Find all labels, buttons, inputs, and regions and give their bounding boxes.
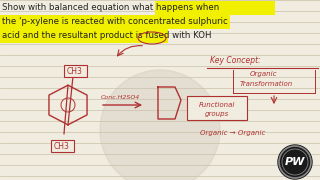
FancyBboxPatch shape — [0, 29, 168, 43]
Circle shape — [278, 145, 312, 179]
FancyBboxPatch shape — [51, 140, 74, 152]
FancyBboxPatch shape — [187, 96, 247, 120]
Text: Organic: Organic — [250, 71, 277, 77]
Text: the 'p-xylene is reacted with concentrated sulphuric: the 'p-xylene is reacted with concentrat… — [2, 17, 228, 26]
Text: PW: PW — [285, 157, 305, 167]
Text: Show with balanced equation what happens when: Show with balanced equation what happens… — [2, 3, 219, 12]
FancyBboxPatch shape — [155, 1, 275, 15]
Text: Transformation: Transformation — [240, 81, 293, 87]
Text: Organic → Organic: Organic → Organic — [200, 130, 265, 136]
Text: Functional: Functional — [199, 102, 235, 108]
Text: acid and the resultant product is fused with KOH: acid and the resultant product is fused … — [2, 31, 212, 40]
Text: CH3: CH3 — [67, 67, 83, 76]
Text: Conc.H2SO4: Conc.H2SO4 — [100, 94, 140, 100]
FancyBboxPatch shape — [63, 65, 86, 77]
FancyBboxPatch shape — [0, 15, 230, 29]
Text: Key Concept:: Key Concept: — [210, 56, 261, 65]
Circle shape — [100, 70, 220, 180]
Text: groups: groups — [205, 111, 229, 117]
Text: CH3: CH3 — [54, 142, 70, 151]
